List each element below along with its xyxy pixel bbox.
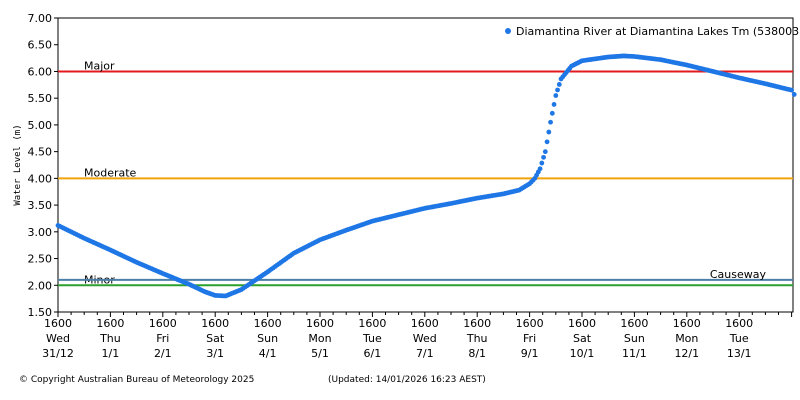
copyright-text: © Copyright Australian Bureau of Meteoro… [19,375,255,385]
y-tick-label: 3.50 [28,199,53,212]
plot-area [57,17,794,313]
y-tick-label: 1.50 [28,306,53,319]
x-tick-day: Tue [362,332,382,345]
y-tick-label: 5.00 [28,119,53,132]
x-tick-day: Wed [413,332,437,345]
y-tick-label: 2.50 [28,253,53,266]
data-point [548,119,553,125]
data-point [539,160,545,166]
legend-marker [505,28,511,34]
y-axis-label: Water Level (m) [13,124,23,205]
x-tick-date: 10/1 [570,347,595,360]
x-tick-time: 1600 [149,317,177,330]
x-tick-time: 1600 [725,317,753,330]
data-point [555,87,560,93]
x-tick-date: 3/1 [206,347,224,360]
x-tick-time: 1600 [673,317,701,330]
x-tick-time: 1600 [568,317,596,330]
data-point [542,149,548,155]
x-tick-date: 9/1 [521,347,539,360]
x-tick-time: 1600 [516,317,544,330]
data-point [789,87,794,93]
x-tick-time: 1600 [620,317,648,330]
y-tick-label: 4.00 [28,172,53,185]
x-tick-time: 1600 [96,317,124,330]
x-tick-date: 13/1 [727,347,752,360]
x-tick-day: Wed [46,332,70,345]
updated-text: (Updated: 14/01/2026 16:23 AEST) [328,375,486,385]
x-tick-date: 7/1 [416,347,434,360]
x-tick-time: 1600 [201,317,229,330]
x-tick-time: 1600 [411,317,439,330]
x-tick-day: Fri [156,332,169,345]
data-point [551,102,557,107]
data-point [553,93,559,98]
x-tick-time: 1600 [463,317,491,330]
threshold-label-moderate: Moderate [84,166,137,179]
x-tick-day: Sun [257,332,278,345]
y-tick-label: 3.00 [28,226,53,239]
x-tick-date: 1/1 [102,347,120,360]
x-tick-day: Fri [523,332,536,345]
x-tick-time: 1600 [358,317,386,330]
x-axis: 1600 Wed 31/12 1600 Thu 1/1 1600 Fri 2/1 1600 Sat 3… [42,312,793,360]
x-tick-day: Thu [466,332,488,345]
y-tick-label: 4.50 [28,146,53,159]
x-tick-date: 8/1 [468,347,486,360]
threshold-label-major: Major [84,59,115,72]
x-tick-day: Mon [308,332,331,345]
x-tick-time: 1600 [306,317,334,330]
threshold-label-causeway: Causeway [710,268,767,281]
y-tick-label: 6.00 [28,65,53,78]
legend: Diamantina River at Diamantina Lakes Tm … [505,25,800,38]
y-tick-label: 7.00 [28,12,53,25]
y-tick-label: 5.50 [28,92,53,105]
x-tick-day: Mon [675,332,698,345]
x-tick-date: 6/1 [364,347,382,360]
x-tick-date: 4/1 [259,347,277,360]
x-tick-date: 5/1 [311,347,329,360]
x-tick-day: Sun [624,332,645,345]
data-point [537,166,543,172]
legend-label: Diamantina River at Diamantina Lakes Tm … [516,25,800,38]
data-point [556,82,562,87]
data-point [544,139,550,145]
y-tick-label: 2.00 [28,279,53,292]
x-tick-date: 12/1 [674,347,699,360]
series-points [55,53,797,299]
y-tick-label: 6.50 [28,39,53,52]
x-tick-day: Sat [206,332,225,345]
data-point [791,92,797,97]
x-tick-time: 1600 [44,317,72,330]
x-tick-date: 11/1 [622,347,647,360]
data-point [541,154,546,160]
y-axis: 1.50 2.00 2.50 3.00 3.50 4.00 4.50 5.00 5.50 6.00… [28,12,58,319]
x-tick-date: 2/1 [154,347,172,360]
data-point [546,129,552,135]
x-tick-day: Tue [729,332,749,345]
x-tick-date: 31/12 [42,347,74,360]
x-tick-day: Thu [99,332,121,345]
data-point [549,110,555,116]
x-tick-time: 1600 [254,317,282,330]
x-tick-day: Sat [573,332,592,345]
